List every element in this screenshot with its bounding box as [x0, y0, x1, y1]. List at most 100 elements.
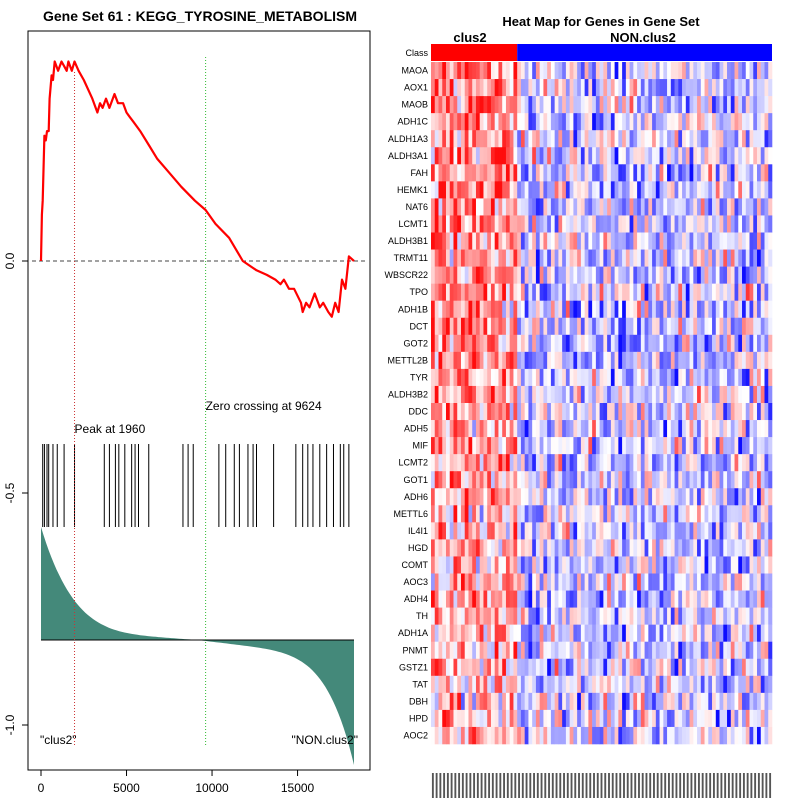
heatmap-cell — [742, 420, 747, 438]
heatmap-cell — [734, 249, 739, 267]
heatmap-cell — [682, 79, 687, 97]
heatmap-cell — [509, 249, 514, 267]
heatmap-cell — [490, 641, 496, 660]
heatmap-cell — [697, 181, 702, 199]
heatmap-cell — [768, 709, 773, 728]
heatmap-cell — [749, 641, 754, 660]
heatmap-cell — [434, 249, 439, 267]
heatmap-cell — [622, 624, 627, 642]
heatmap-cell — [517, 317, 522, 336]
heatmap-cell — [569, 130, 574, 148]
heatmap-cell — [431, 556, 436, 574]
heatmap-cell — [520, 215, 525, 233]
heatmap-cell — [697, 624, 702, 642]
heatmap-cell — [554, 113, 559, 131]
heatmap-cell — [685, 556, 690, 574]
heatmap-cell — [730, 79, 735, 97]
heatmap-cell — [502, 317, 507, 336]
heatmap-cell — [663, 726, 668, 745]
heatmap-cell — [547, 488, 552, 506]
heatmap-cell — [629, 658, 634, 677]
heatmap-cell — [712, 454, 717, 472]
heatmap-cell — [584, 198, 589, 216]
heatmap-cell — [464, 283, 469, 301]
heatmap-cell — [730, 709, 735, 728]
heatmap-cell — [727, 368, 732, 387]
heatmap-cell — [449, 113, 454, 131]
heatmap-cell — [457, 317, 462, 336]
heatmap-cell — [723, 675, 728, 694]
sample-label-mark — [671, 773, 674, 798]
heatmap-cell — [712, 590, 717, 608]
heatmap-cell — [674, 539, 679, 557]
heatmap-cell — [633, 198, 638, 216]
heatmap-cell — [685, 385, 690, 404]
heatmap-cell — [738, 300, 743, 319]
sample-label-mark — [458, 773, 461, 798]
heatmap-cell — [670, 556, 675, 574]
heatmap-cell — [757, 300, 762, 319]
heatmap-cell — [674, 590, 679, 608]
heatmap-cell — [648, 471, 653, 489]
heatmap-cell — [494, 300, 499, 319]
heatmap-cell — [685, 658, 690, 677]
heatmap-cell — [457, 368, 462, 387]
heatmap-cell — [727, 96, 732, 114]
heatmap-cell — [749, 454, 754, 472]
heatmap-cell — [543, 317, 548, 336]
heatmap-cell — [431, 539, 436, 557]
heatmap-cell — [742, 590, 747, 608]
heatmap-cell — [753, 130, 758, 148]
heatmap-cell — [693, 351, 698, 370]
heatmap-cell — [483, 709, 488, 728]
heatmap-cell — [442, 62, 447, 80]
heatmap-cell — [708, 709, 713, 728]
heatmap-cell — [580, 539, 585, 557]
heatmap-cell — [667, 471, 672, 489]
heatmap-cell — [712, 130, 717, 148]
heatmap-cell — [648, 266, 653, 284]
heatmap-cell — [498, 437, 503, 455]
sample-label-mark — [484, 773, 487, 798]
heatmap-cell — [562, 385, 567, 404]
heatmap-cell — [434, 113, 439, 131]
heatmap-cell — [670, 164, 675, 182]
heatmap-cell — [652, 317, 657, 336]
heatmap-cell — [652, 522, 657, 540]
heatmap-cell — [640, 420, 645, 438]
heatmap-cell — [768, 164, 773, 182]
heatmap-cell — [502, 505, 507, 523]
heatmap-cell — [700, 147, 705, 165]
heatmap-cell — [727, 692, 732, 711]
heatmap-cell — [434, 505, 439, 523]
heatmap-cell — [595, 232, 600, 250]
heatmap-cell — [603, 726, 608, 745]
heatmap-cell — [502, 658, 507, 677]
heatmap-cell — [554, 62, 559, 80]
heatmap-cell — [547, 164, 552, 182]
heatmap-cell — [614, 590, 619, 608]
heatmap-cell — [434, 488, 439, 506]
heatmap-cell — [614, 641, 619, 660]
heatmap-cell — [573, 215, 578, 233]
heatmap-cell — [599, 130, 604, 148]
heatmap-cell — [468, 113, 473, 131]
heatmap-cell — [659, 488, 664, 506]
heatmap-cell — [663, 488, 668, 506]
heatmap-cell — [588, 539, 593, 557]
heatmap-cell — [588, 675, 593, 694]
heatmap-cell — [569, 607, 574, 625]
heatmap-cell — [715, 624, 720, 642]
heatmap-cell — [445, 471, 451, 489]
heatmap-cell — [768, 334, 773, 353]
heatmap-cell — [678, 232, 683, 250]
heatmap-cell — [693, 283, 698, 301]
heatmap-cell — [693, 403, 698, 421]
heatmap-cell — [644, 420, 649, 438]
heatmap-cell — [610, 300, 615, 319]
left-class-label: "clus2" — [40, 733, 77, 747]
heatmap-cell — [520, 283, 525, 301]
heatmap-cell — [730, 113, 735, 131]
heatmap-cell — [438, 317, 443, 336]
heatmap-cell — [603, 368, 608, 387]
